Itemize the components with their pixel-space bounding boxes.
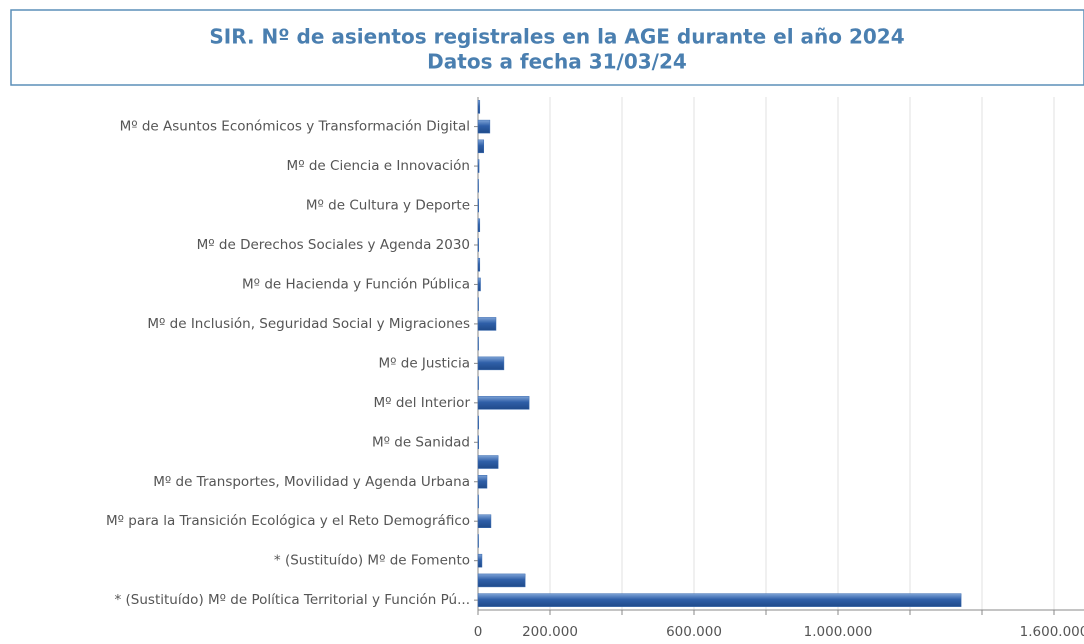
x-tick-label: 0 [474,624,483,640]
y-tick-label: Mº de Transportes, Movilidad y Agenda Ur… [153,474,470,490]
y-tick-label: Mº de Asuntos Económicos y Transformació… [120,119,470,135]
y-tick-label: * (Sustituído) Mº de Fomento [274,553,470,569]
bar [477,494,479,509]
bar [477,159,480,173]
bar [477,277,481,292]
bar [477,475,488,489]
bar [477,179,479,193]
bar [477,455,499,469]
x-tick-label: 1.600.000 [1020,624,1084,640]
y-tick-label: Mº de Cultura y Deporte [306,198,470,214]
chart-title: SIR. Nº de asientos registrales en la AG… [209,25,904,49]
bar [477,435,479,450]
bar [477,198,479,213]
bar [477,573,526,588]
x-tick-label: 1.000.000 [804,624,873,640]
y-tick-label: Mº de Inclusión, Seguridad Social y Migr… [147,316,470,332]
bar [477,119,491,134]
bar [477,218,481,232]
bar [477,415,479,430]
bar [477,139,485,154]
bar [477,514,492,528]
y-tick-label: * (Sustituído) Mº de Política Territoria… [115,592,471,608]
bar [477,100,481,114]
bar [477,317,497,331]
bar [477,356,505,371]
chart-subtitle: Datos a fecha 31/03/24 [427,50,687,74]
bar [477,376,479,390]
y-tick-label: Mº de Sanidad [372,434,470,450]
bar [477,257,481,272]
y-tick-label: Mº de Derechos Sociales y Agenda 2030 [197,237,470,253]
y-tick-label: Mº del Interior [374,395,471,411]
y-tick-label: Mº de Hacienda y Función Pública [242,276,470,292]
bar [477,238,479,252]
bar [477,593,962,607]
x-tick-label: 200.000 [522,624,578,640]
title-box [10,9,1084,86]
bar [477,396,530,410]
bar [477,553,483,568]
y-tick-label: Mº de Justicia [378,355,470,371]
bar [477,534,479,548]
x-tick-label: 600.000 [666,624,722,640]
bar [477,336,479,351]
bar [477,297,479,311]
y-tick-label: Mº de Ciencia e Innovación [287,158,470,174]
y-tick-label: Mº para la Transición Ecológica y el Ret… [106,513,470,529]
